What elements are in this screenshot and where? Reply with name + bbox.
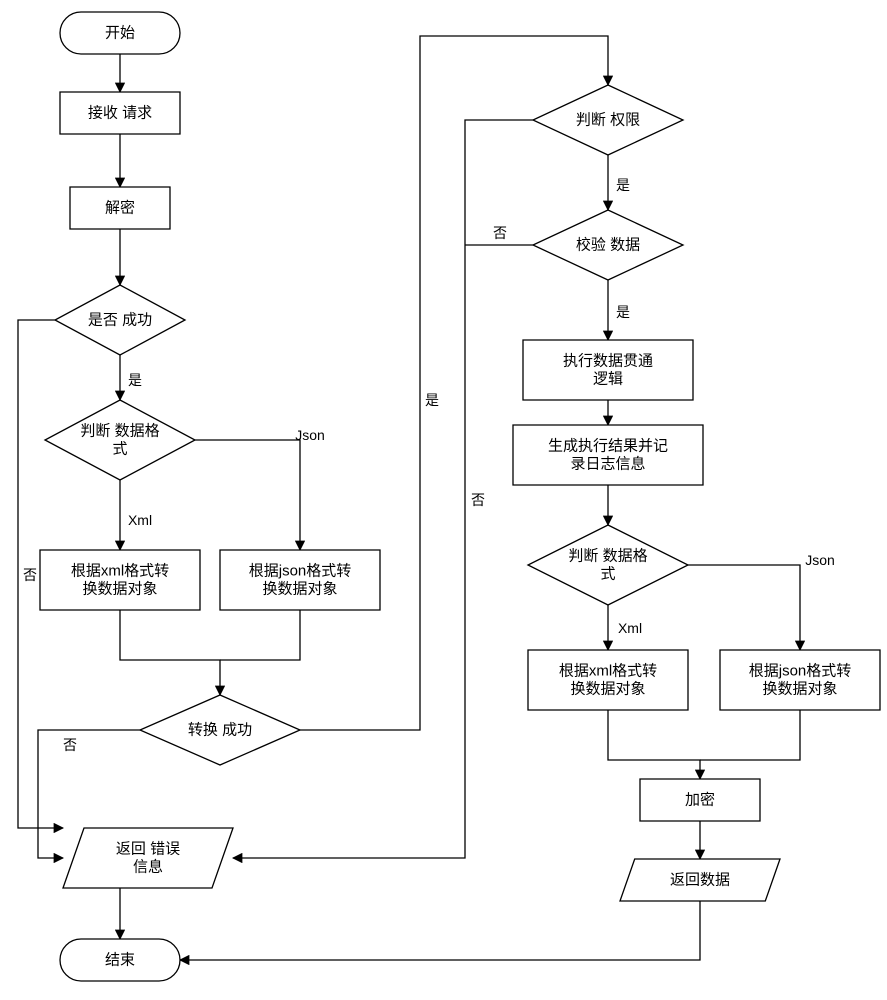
edge-label-e9: 否 <box>63 737 77 753</box>
node-label-xml1-l1: 换数据对象 <box>82 581 157 598</box>
node-label-xml2-l0: 根据xml格式转 <box>559 663 657 680</box>
edge-label-e13: 是 <box>616 177 630 193</box>
node-label-json1-l1: 换数据对象 <box>262 581 337 598</box>
edge-label-e18: Json <box>805 552 835 568</box>
edge-e23 <box>233 120 533 858</box>
edge-e19 <box>608 710 700 779</box>
node-label-exec-l1: 逻辑 <box>593 371 623 388</box>
node-label-retErr-l0: 返回 错误 <box>116 841 180 858</box>
node-label-start-l0: 开始 <box>105 25 135 42</box>
edge-label-e17: Xml <box>618 620 642 636</box>
flowchart: 是XmlJson否否是是是XmlJson否否开始接收 请求解密是否 成功判断 数… <box>0 0 887 1000</box>
node-label-fmt1-l1: 式 <box>112 441 127 458</box>
node-label-perm-l0: 判断 权限 <box>576 112 640 129</box>
edge-label-e23: 否 <box>471 492 485 508</box>
node-label-json2-l0: 根据json格式转 <box>749 663 852 680</box>
node-label-retData-l0: 返回数据 <box>670 872 730 889</box>
node-label-fmt1-l0: 判断 数据格 <box>80 423 159 440</box>
node-label-exec-l0: 执行数据贯通 <box>563 353 653 370</box>
edge-e22 <box>180 901 700 960</box>
node-label-recv-l0: 接收 请求 <box>88 105 152 122</box>
node-label-check-l0: 校验 数据 <box>576 237 640 254</box>
node-label-convOK-l0: 转换 成功 <box>188 722 252 739</box>
node-label-genlog-l0: 生成执行结果并记 <box>548 438 668 455</box>
edge-e7 <box>120 610 220 695</box>
edge-label-e5: Xml <box>128 512 152 528</box>
node-label-xml1-l0: 根据xml格式转 <box>71 563 169 580</box>
node-label-fmt2-l1: 式 <box>600 566 615 583</box>
node-label-fmt2-l0: 判断 数据格 <box>568 548 647 565</box>
edge-e20 <box>700 710 800 760</box>
edge-e6 <box>195 440 300 550</box>
node-label-json2-l1: 换数据对象 <box>762 681 837 698</box>
node-label-genlog-l1: 录日志信息 <box>570 456 645 473</box>
edge-e8 <box>220 610 300 660</box>
edge-label-e4: 是 <box>128 372 142 388</box>
node-label-xml2-l1: 换数据对象 <box>570 681 645 698</box>
edge-label-e24: 否 <box>493 225 507 241</box>
node-label-end-l0: 结束 <box>105 952 135 969</box>
edge-e18 <box>688 565 800 650</box>
edge-label-e12: 是 <box>425 392 439 408</box>
node-label-json1-l0: 根据json格式转 <box>249 563 352 580</box>
node-label-encrypt-l0: 加密 <box>685 792 715 809</box>
node-label-decrypt-l0: 解密 <box>105 200 135 217</box>
node-label-success-l0: 是否 成功 <box>88 312 152 329</box>
edge-label-e10: 否 <box>23 567 37 583</box>
node-label-retErr-l1: 信息 <box>133 859 163 876</box>
edge-label-e14: 是 <box>616 304 630 320</box>
edge-label-e6: Json <box>295 427 325 443</box>
